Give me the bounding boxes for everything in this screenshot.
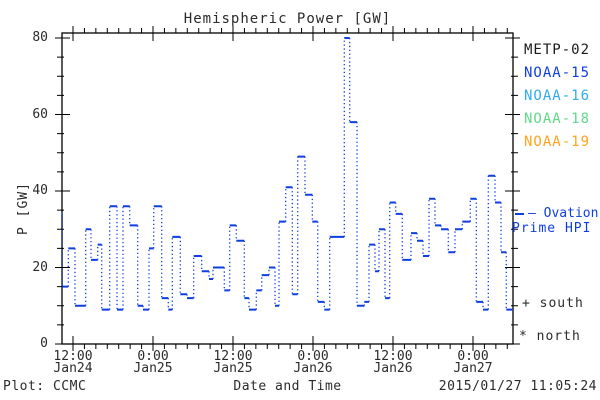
x-tick-time-label: 0:00	[457, 349, 489, 364]
south-hemisphere-marker-label: + south	[522, 296, 584, 311]
x-tick-label: 0:00 Jan25	[118, 349, 188, 376]
x-tick-date-label: Jan25	[133, 361, 173, 376]
north-hemisphere-marker-label: * north	[519, 329, 581, 344]
x-tick-label: 12:00 Jan26	[358, 349, 428, 376]
y-tick-label: 20	[32, 259, 48, 275]
x-tick-label: 12:00 Jan25	[198, 349, 268, 376]
y-major-ticks	[55, 37, 520, 345]
x-tick-date-label: Jan24	[53, 361, 93, 376]
hpi-step-verticals	[61, 38, 507, 310]
x-tick-date-label: Jan26	[293, 361, 333, 376]
plot-timestamp: 2015/01/27 11:05:24	[438, 379, 597, 394]
y-tick-label: 0	[40, 336, 48, 351]
x-minor-ticks	[83, 28, 508, 349]
plot-credit: Plot: CCMC	[3, 379, 87, 394]
y-tick-label: 60	[32, 106, 48, 122]
legend-item-noaa-15: NOAA-15	[524, 65, 591, 81]
ovation-label-line2: Prime HPI	[512, 221, 592, 236]
x-major-ticks	[72, 26, 474, 351]
x-tick-date-label: Jan27	[453, 361, 493, 376]
ovation-hpi-marker-dash	[515, 213, 524, 215]
legend-item-noaa-18: NOAA-18	[524, 111, 591, 127]
chart-title: Hemispheric Power [GW]	[183, 11, 392, 27]
y-minor-ticks	[57, 56, 518, 326]
x-tick-label: 12:00 Jan24	[38, 349, 108, 376]
legend-item-noaa-19: NOAA-19	[524, 134, 591, 150]
x-tick-label: 0:00 Jan27	[438, 349, 508, 376]
plot-frame	[61, 32, 514, 345]
x-tick-time-label: 12:00	[373, 349, 413, 364]
ovation-label-line1: — Ovation	[528, 206, 599, 221]
legend-item-metp-02: METP-02	[524, 42, 591, 58]
x-tick-date-label: Jan25	[213, 361, 253, 376]
x-tick-date-label: Jan26	[373, 361, 413, 376]
x-tick-time-label: 12:00	[213, 349, 253, 364]
satellite-legend: METP-02 NOAA-15 NOAA-16 NOAA-18 NOAA-19	[524, 39, 590, 154]
hpi-step-horizontals	[61, 37, 513, 311]
x-tick-time-label: 12:00	[53, 349, 93, 364]
x-tick-time-label: 0:00	[297, 349, 329, 364]
y-tick-label: 80	[32, 30, 48, 45]
y-tick-label: 40	[32, 183, 48, 198]
x-axis-label: Date and Time	[233, 379, 342, 394]
x-tick-time-label: 0:00	[137, 349, 169, 364]
legend-item-noaa-16: NOAA-16	[524, 88, 591, 104]
x-tick-label: 0:00 Jan26	[278, 349, 348, 376]
